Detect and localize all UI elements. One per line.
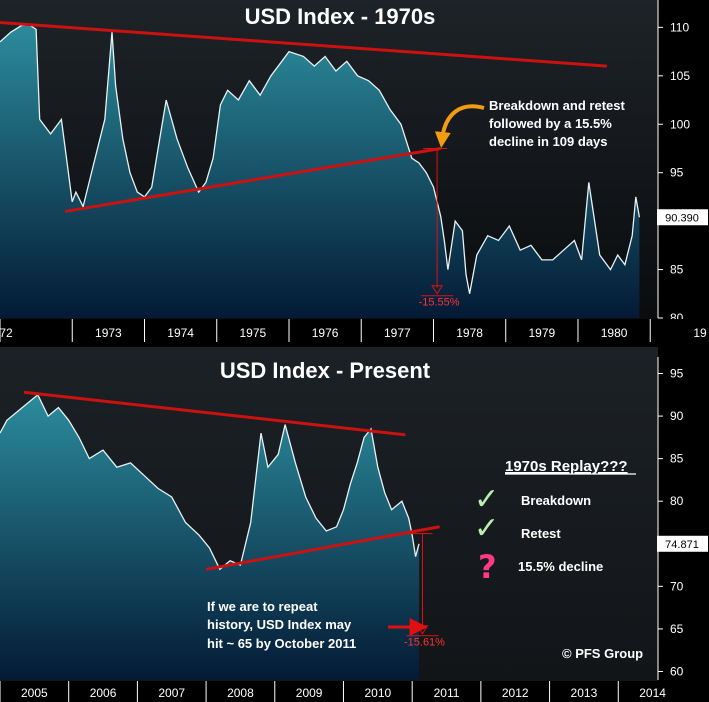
- trendline: [205, 525, 440, 571]
- last-value-label: 74.871: [665, 539, 699, 551]
- x-tick-label: 2011: [434, 686, 460, 700]
- chart-panel-1970s: -15.55% USD Index - 1970s Breakdown and …: [0, 0, 709, 342]
- credit-text: © PFS Group: [562, 646, 643, 661]
- x-axis-band: [0, 681, 709, 702]
- trendline: [0, 21, 607, 68]
- x-tick-label: 19: [693, 326, 707, 340]
- orange-curved-arrow: [434, 104, 485, 148]
- y-tick-label: 85: [670, 452, 684, 466]
- chart-title: USD Index - 1970s: [245, 4, 436, 29]
- x-tick-label: 1976: [312, 326, 339, 340]
- x-tick-label: 1978: [456, 326, 483, 340]
- decline-percent-label: -15.61%: [404, 637, 445, 649]
- x-tick-label: 2012: [502, 686, 529, 700]
- y-tick-label: 95: [670, 367, 684, 381]
- annotation-line-3: decline in 109 days: [489, 134, 608, 149]
- decline-percent-label: -15.55%: [419, 297, 460, 309]
- trendline: [23, 390, 406, 437]
- x-tick-label: 1977: [384, 326, 411, 340]
- y-tick-label: 70: [670, 579, 684, 593]
- y-tick-label: 80: [670, 494, 684, 508]
- y-tick-label: 60: [670, 664, 684, 678]
- x-tick-label: 2013: [571, 686, 598, 700]
- x-tick-label: 2010: [364, 686, 391, 700]
- y-tick-label: 85: [670, 263, 684, 277]
- y-tick-label: 95: [670, 166, 684, 180]
- x-tick-label: 2005: [21, 686, 48, 700]
- measure-arrowhead: [431, 285, 443, 295]
- x-axis-band: [0, 319, 709, 342]
- annotation-breakdown-retest: Breakdown and retest followed by a 15.5%…: [434, 98, 625, 149]
- trendline: [64, 146, 441, 213]
- series-line: [0, 393, 420, 571]
- annotation-line-3: hit ~ 65 by October 2011: [207, 636, 356, 651]
- y-tick-label: 100: [670, 117, 690, 131]
- chart-title: USD Index - Present: [220, 358, 431, 383]
- x-tick-label: 2008: [227, 686, 254, 700]
- decline-measure: -15.55%: [419, 147, 460, 309]
- annotation-line-1: If we are to repeat: [207, 599, 318, 614]
- x-tick-label: 2006: [90, 686, 117, 700]
- replay-item-decline: 15.5% decline: [518, 559, 603, 574]
- chart-panel-present: -15.61% USD Index - Present 1970s Replay…: [0, 347, 709, 702]
- replay-item-breakdown: Breakdown: [521, 493, 591, 508]
- series-area: [0, 24, 640, 318]
- y-tick-label: 105: [670, 69, 690, 83]
- y-tick-label: 65: [670, 622, 684, 636]
- question-mark-icon: ?: [478, 548, 497, 586]
- y-tick-label: 90: [670, 409, 684, 423]
- check-icon: ✓: [474, 511, 499, 546]
- annotation-repeat-history: If we are to repeat history, USD Index m…: [207, 599, 428, 651]
- x-tick-label: 2014: [639, 686, 666, 700]
- series-line: [0, 23, 641, 294]
- x-tick-label: 1975: [240, 326, 267, 340]
- last-value-tag: [657, 535, 708, 552]
- check-icon: ✓: [474, 482, 499, 517]
- x-tick-label: 1980: [601, 326, 628, 340]
- x-tick-label: 1973: [95, 326, 122, 340]
- x-tick-label: 72: [0, 326, 13, 340]
- last-value-label: 90.390: [665, 212, 699, 224]
- replay-heading: 1970s Replay???: [505, 458, 628, 475]
- x-tick-label: 1974: [167, 326, 194, 340]
- replay-item-retest: Retest: [521, 526, 561, 541]
- annotation-line-2: followed by a 15.5%: [489, 116, 612, 131]
- replay-checklist: 1970s Replay??? ✓ Breakdown ✓ Retest ? 1…: [474, 458, 636, 586]
- annotation-line-1: Breakdown and retest: [489, 98, 625, 113]
- x-tick-label: 1979: [529, 326, 556, 340]
- series-area: [0, 394, 419, 680]
- annotation-line-2: history, USD Index may: [207, 617, 352, 632]
- last-value-tag: [657, 209, 708, 226]
- x-tick-label: 2007: [158, 686, 185, 700]
- y-tick-label: 110: [670, 20, 689, 34]
- x-tick-label: 2009: [296, 686, 323, 700]
